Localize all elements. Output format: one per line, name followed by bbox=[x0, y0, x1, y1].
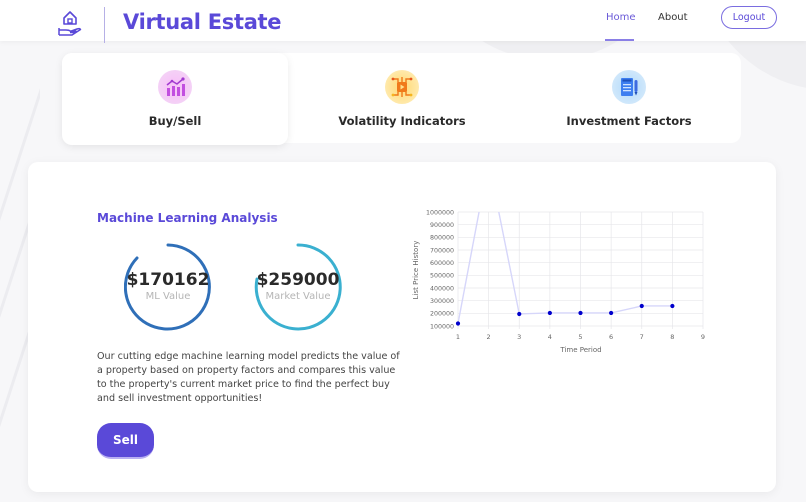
category-label: Investment Factors bbox=[566, 114, 692, 128]
x-tick-label: 4 bbox=[548, 333, 552, 341]
category-volatility-indicators[interactable]: Volatility Indicators bbox=[290, 53, 514, 145]
y-tick-label: 600000 bbox=[430, 260, 454, 267]
category-investment-factors[interactable]: Investment Factors bbox=[516, 53, 742, 145]
y-tick-label: 400000 bbox=[430, 285, 454, 292]
nav-home[interactable]: Home bbox=[606, 12, 636, 23]
section-title: Machine Learning Analysis bbox=[97, 211, 278, 225]
document-pen-icon bbox=[612, 70, 646, 104]
data-point[interactable] bbox=[639, 303, 644, 309]
ml-value: $170162 bbox=[126, 270, 210, 290]
ml-value-gauge bbox=[124, 243, 211, 331]
brand-title[interactable]: Virtual Estate bbox=[123, 10, 282, 34]
y-tick-label: 900000 bbox=[430, 222, 454, 229]
market-value-gauge bbox=[254, 243, 342, 331]
x-axis-label: Time Period bbox=[559, 346, 601, 354]
category-label: Buy/Sell bbox=[148, 114, 202, 128]
x-tick-label: 7 bbox=[640, 333, 644, 341]
nav-about[interactable]: About bbox=[658, 12, 688, 23]
data-point[interactable] bbox=[517, 311, 522, 317]
x-tick-label: 8 bbox=[670, 333, 674, 341]
y-tick-label: 500000 bbox=[430, 273, 454, 280]
category-buy-sell[interactable]: Buy/Sell bbox=[62, 53, 288, 145]
data-point[interactable] bbox=[578, 310, 583, 316]
sell-button[interactable]: Sell bbox=[97, 423, 154, 459]
y-tick-label: 800000 bbox=[430, 235, 454, 242]
ml-value-label: ML Value bbox=[145, 291, 191, 302]
logout-button[interactable]: Logout bbox=[721, 6, 777, 29]
x-tick-label: 9 bbox=[701, 333, 705, 341]
data-point[interactable] bbox=[670, 303, 675, 309]
market-value-label: Market Value bbox=[265, 291, 331, 302]
data-point[interactable] bbox=[609, 310, 614, 316]
logo-divider bbox=[104, 7, 105, 43]
category-label: Volatility Indicators bbox=[338, 114, 466, 128]
y-axis-label: List Price History bbox=[412, 241, 420, 300]
x-tick-label: 6 bbox=[609, 333, 613, 341]
series-line bbox=[458, 212, 673, 324]
nav-active-indicator bbox=[605, 39, 634, 41]
market-value: $259000 bbox=[256, 270, 340, 290]
y-axis-ticks: 100000 200000 300000 400000 500000 600000 7000… bbox=[426, 209, 454, 330]
chart-series bbox=[455, 212, 675, 326]
chart-growth-icon bbox=[158, 70, 192, 104]
x-tick-label: 2 bbox=[487, 333, 491, 341]
y-tick-label: 100000 bbox=[430, 323, 454, 330]
y-tick-label: 1000000 bbox=[426, 209, 454, 216]
video-network-icon bbox=[385, 70, 419, 104]
x-tick-label: 1 bbox=[456, 333, 460, 341]
data-point[interactable] bbox=[547, 310, 552, 316]
y-tick-label: 700000 bbox=[430, 247, 454, 254]
house-hand-logo-icon bbox=[58, 11, 82, 36]
analysis-description: Our cutting edge machine learning model … bbox=[97, 351, 400, 404]
data-point[interactable] bbox=[455, 321, 461, 326]
list-price-history-chart: 100000 200000 300000 400000 500000 600000 7000… bbox=[412, 209, 705, 354]
chart-grid bbox=[457, 211, 704, 329]
x-tick-label: 5 bbox=[578, 333, 582, 341]
x-tick-label: 3 bbox=[517, 333, 521, 341]
x-axis-ticks: 1 2 3 4 5 6 7 8 9 bbox=[456, 333, 705, 341]
y-tick-label: 200000 bbox=[430, 311, 454, 318]
top-navbar: Virtual Estate Home About Logout bbox=[0, 0, 806, 43]
y-tick-label: 300000 bbox=[430, 298, 454, 305]
